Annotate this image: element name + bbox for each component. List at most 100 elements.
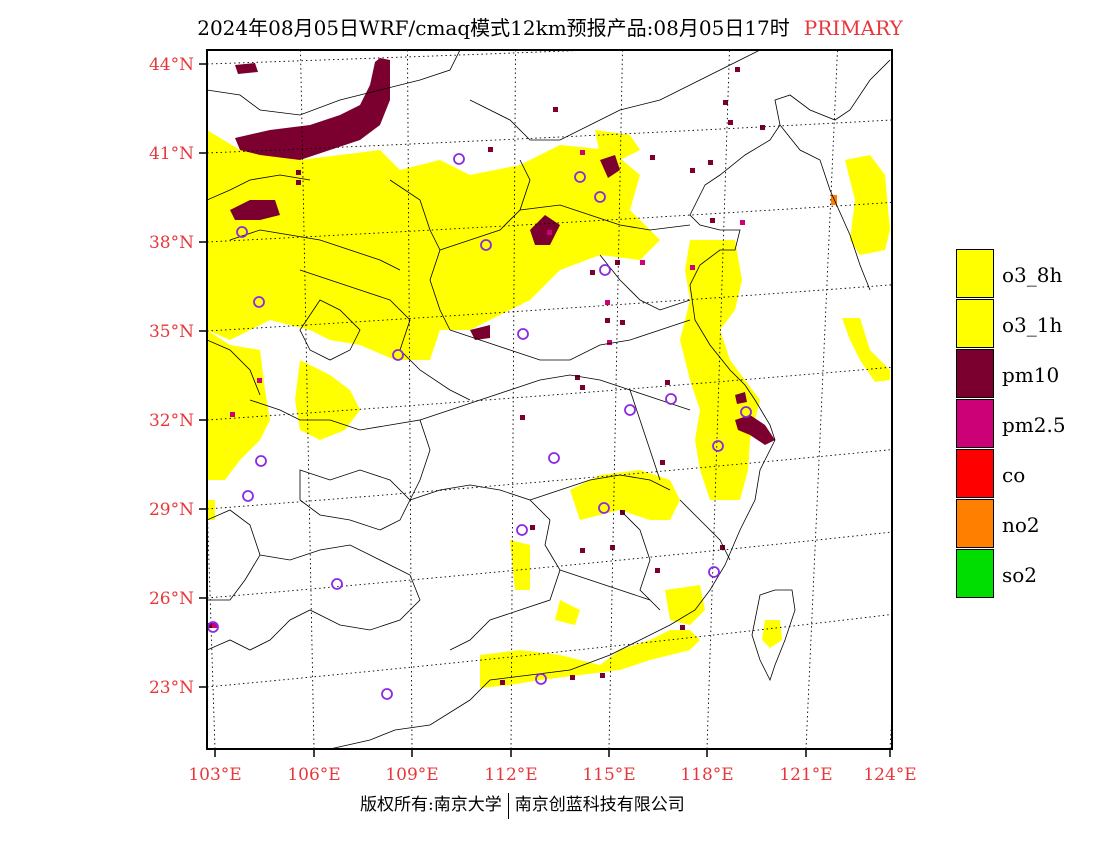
pm10-region xyxy=(735,392,747,404)
no2-speckle xyxy=(831,195,837,205)
pollutant-speckle xyxy=(580,548,585,553)
station-marker xyxy=(665,393,677,405)
longitude-tick-label: 124°E xyxy=(863,765,916,785)
pollutant-speckle xyxy=(500,680,505,685)
station-marker xyxy=(331,578,343,590)
copyright-company: 南京创蓝科技有限公司 xyxy=(514,795,685,815)
pollutant-speckle xyxy=(547,230,552,235)
province-border xyxy=(207,339,261,396)
province-border xyxy=(207,509,261,601)
longitude-line xyxy=(889,706,892,749)
province-border xyxy=(207,174,311,201)
legend-label: o3_8h xyxy=(1002,263,1063,287)
legend-item-co: co xyxy=(956,449,1096,499)
legend-swatch xyxy=(956,249,994,298)
o3-region xyxy=(842,318,890,382)
station-marker xyxy=(253,296,265,308)
pollutant-speckle xyxy=(600,673,605,678)
province-border xyxy=(751,589,796,682)
province-border xyxy=(559,569,651,601)
station-marker xyxy=(599,264,611,276)
province-border xyxy=(529,474,671,501)
pollutant-fill-layer xyxy=(207,58,890,688)
pollutant-speckle xyxy=(488,147,493,152)
pm10-region xyxy=(735,415,775,445)
pollutant-speckle xyxy=(650,155,655,160)
o3-region xyxy=(207,330,270,480)
o3-region xyxy=(480,630,700,688)
province-border xyxy=(519,204,691,231)
province-border xyxy=(449,319,691,361)
pm10-region xyxy=(530,215,560,245)
pollutant-speckle xyxy=(728,120,733,125)
latitude-tick-label: 44°N xyxy=(149,55,194,75)
legend-item-pm10: pm10 xyxy=(956,349,1096,399)
station-marker xyxy=(594,191,606,203)
pollutant-speckle xyxy=(690,168,695,173)
pollutant-speckle xyxy=(530,525,535,530)
longitude-tick-label: 121°E xyxy=(779,765,832,785)
legend-label: pm2.5 xyxy=(1002,413,1066,437)
pollutant-speckle xyxy=(740,220,745,225)
pollutant-speckle xyxy=(520,415,525,420)
lat-lon-grid xyxy=(207,50,892,749)
footer-divider xyxy=(507,792,509,819)
pollutant-speckle xyxy=(680,625,685,630)
station-marker xyxy=(927,90,937,100)
pollutant-speckle xyxy=(735,67,740,72)
legend-swatch xyxy=(956,499,994,548)
province-border xyxy=(329,419,431,501)
legend-swatch xyxy=(956,549,994,598)
legend-item-so2: so2 xyxy=(956,549,1096,599)
pollutant-speckle xyxy=(257,378,262,383)
longitude-tick-label: 106°E xyxy=(287,765,340,785)
station-marker xyxy=(740,406,752,418)
title-tag: PRIMARY xyxy=(803,16,903,40)
pollutant-speckle xyxy=(620,320,625,325)
o3-region xyxy=(207,500,215,520)
copyright-owner: 版权所有:南京大学 xyxy=(360,795,502,815)
legend-item-o3-1h: o3_1h xyxy=(956,299,1096,349)
province-border xyxy=(599,254,691,311)
o3-region xyxy=(570,470,680,520)
map-frame xyxy=(206,49,893,750)
latitude-labels: 44°N 41°N 38°N 35°N 32°N 29°N 26°N 23°N xyxy=(149,55,207,698)
province-border xyxy=(249,399,330,421)
pollutant-speckle xyxy=(208,623,213,628)
legend-item-o3-8h: o3_8h xyxy=(956,249,1096,299)
province-border xyxy=(779,124,871,291)
latitude-line xyxy=(207,449,892,510)
o3-region xyxy=(595,130,640,160)
latitude-tick-label: 29°N xyxy=(149,500,194,520)
pollutant-speckle xyxy=(660,460,665,465)
pollutant-speckle xyxy=(575,375,580,380)
pollutant-speckle xyxy=(610,545,615,550)
pollutant-speckle xyxy=(615,260,620,265)
station-marker xyxy=(712,440,724,452)
pm10-region xyxy=(235,63,258,74)
o3-region xyxy=(510,540,530,590)
pm10-region xyxy=(230,200,280,220)
latitude-tick-label: 38°N xyxy=(149,233,194,253)
pollutant-speckle xyxy=(710,218,715,223)
station-marker xyxy=(236,226,248,238)
legend-swatch xyxy=(956,299,994,348)
longitude-tick-label: 109°E xyxy=(385,765,438,785)
o3-region xyxy=(555,600,580,625)
station-marker xyxy=(381,688,393,700)
pollutant-speckle xyxy=(760,125,765,130)
pollutant-speckle xyxy=(655,568,660,573)
legend-label: pm10 xyxy=(1002,363,1060,387)
pollutant-speckle xyxy=(605,300,610,305)
copyright-footer: 版权所有:南京大学 南京创蓝科技有限公司 xyxy=(360,790,685,819)
province-border xyxy=(679,499,731,561)
province-border xyxy=(299,269,471,401)
station-marker xyxy=(480,239,492,251)
province-border xyxy=(389,179,451,331)
station-marker xyxy=(516,524,528,536)
latitude-tick-label: 35°N xyxy=(149,322,194,342)
pollutant-speckle xyxy=(296,180,301,185)
longitude-tick-label: 112°E xyxy=(484,765,537,785)
station-marker xyxy=(598,502,610,514)
